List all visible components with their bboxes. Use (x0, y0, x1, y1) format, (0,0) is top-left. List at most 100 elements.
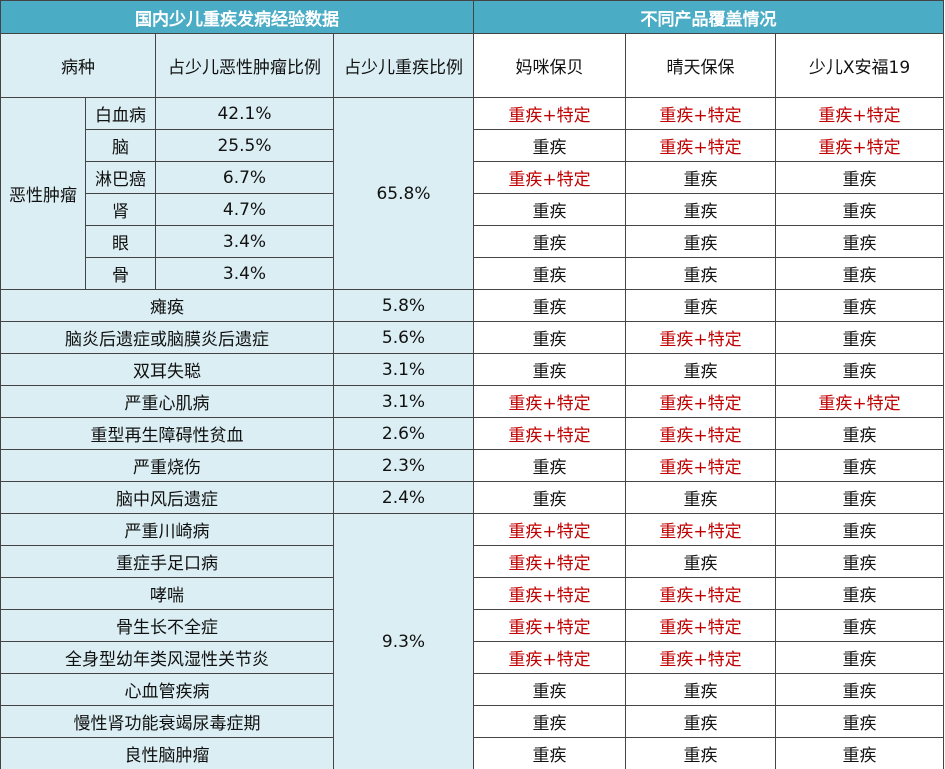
coverage-cell: 重疾 (625, 193, 776, 226)
coverage-cell: 重疾+特定 (625, 577, 776, 610)
tumor-share: 6.7% (155, 161, 334, 194)
coverage-cell: 重疾 (625, 161, 776, 194)
table-row: 眼 3.4% 重疾 重疾 重疾 (1, 225, 945, 258)
coverage-cell: 重疾 (774, 161, 945, 194)
disease: 心血管疾病 (0, 673, 334, 706)
share: 5.6% (333, 321, 474, 354)
coverage-cell: 重疾 (625, 225, 776, 258)
share: 3.1% (333, 353, 474, 386)
coverage-cell: 重疾+特定 (625, 609, 776, 642)
coverage-cell: 重疾 (473, 257, 626, 290)
coverage-cell: 重疾 (625, 737, 776, 769)
subtype: 眼 (85, 225, 156, 258)
table-row: 国内少儿重疾发病经验数据 不同产品覆盖情况 (0, 0, 945, 34)
subtype: 骨 (85, 257, 156, 290)
table-row: 全身型幼年类风湿性关节炎 重疾+特定 重疾+特定 重疾 (0, 641, 945, 674)
table-row: 脑炎后遗症或脑膜炎后遗症 5.6% 重疾 重疾+特定 重疾 (0, 321, 945, 354)
table-row: 心血管疾病 重疾 重疾 重疾 (0, 673, 945, 706)
table-row: 病种 占少儿恶性肿瘤比例 占少儿重疾比例 妈咪保贝 晴天保保 少儿X安福19 (0, 33, 945, 98)
coverage-cell: 重疾+特定 (625, 513, 776, 546)
coverage-cell: 重疾 (473, 129, 626, 162)
header-cell: 占少儿重疾比例 (333, 33, 474, 98)
coverage-cell: 重疾+特定 (473, 609, 626, 642)
coverage-cell: 重疾 (774, 321, 945, 354)
header-cell: 病种 (0, 33, 156, 98)
coverage-cell: 重疾 (473, 705, 626, 738)
table-row: 严重烧伤 2.3% 重疾 重疾+特定 重疾 (0, 449, 945, 482)
coverage-cell: 重疾 (473, 321, 626, 354)
coverage-cell: 重疾 (774, 289, 945, 322)
coverage-cell: 重疾 (774, 449, 945, 482)
table-row: 双耳失聪 3.1% 重疾 重疾 重疾 (0, 353, 945, 386)
header-cell: 晴天保保 (625, 33, 776, 98)
coverage-cell: 重疾+特定 (774, 129, 945, 162)
subtype: 白血病 (85, 97, 156, 130)
coverage-cell: 重疾 (774, 705, 945, 738)
disease: 脑中风后遗症 (0, 481, 334, 514)
share: 65.8% (333, 97, 474, 290)
coverage-cell: 重疾 (774, 513, 945, 546)
share: 9.3% (333, 513, 474, 769)
disease: 慢性肾功能衰竭尿毒症期 (0, 705, 334, 738)
disease: 良性脑肿瘤 (0, 737, 334, 769)
coverage-cell: 重疾 (774, 577, 945, 610)
table-row: 恶性肿瘤 白血病 42.1% 65.8% 重疾+特定 重疾+特定 重疾+特定 (0, 97, 945, 290)
tumor-share: 42.1% (155, 97, 334, 130)
coverage-cell: 重疾+特定 (473, 97, 626, 130)
coverage-cell: 重疾+特定 (473, 513, 626, 546)
table-row: 重症手足口病 重疾+特定 重疾 重疾 (0, 545, 945, 578)
disease: 哮喘 (0, 577, 334, 610)
coverage-cell: 重疾 (625, 481, 776, 514)
table-row: 脑中风后遗症 2.4% 重疾 重疾 重疾 (0, 481, 945, 514)
table-row: 瘫痪 5.8% 重疾 重疾 重疾 (0, 289, 945, 322)
share: 2.6% (333, 417, 474, 450)
coverage-cell: 重疾 (473, 737, 626, 769)
tumor-share: 3.4% (155, 225, 334, 258)
tumor-share: 25.5% (155, 129, 334, 162)
coverage-cell: 重疾+特定 (473, 577, 626, 610)
coverage-cell: 重疾 (774, 737, 945, 769)
table-row: 脑 25.5% 重疾 重疾+特定 重疾+特定 (1, 129, 945, 162)
table-row: 严重川崎病 9.3% 重疾+特定 重疾+特定 重疾 (0, 513, 945, 769)
coverage-cell: 重疾 (774, 641, 945, 674)
table-row: 重型再生障碍性贫血 2.6% 重疾+特定 重疾+特定 重疾 (0, 417, 945, 450)
coverage-cell: 重疾+特定 (473, 545, 626, 578)
coverage-cell: 重疾 (774, 257, 945, 290)
coverage-cell: 重疾 (774, 545, 945, 578)
coverage-cell: 重疾+特定 (625, 321, 776, 354)
header-cell: 少儿X安福19 (774, 33, 945, 98)
table-row: 骨 3.4% 重疾 重疾 重疾 (1, 257, 945, 290)
coverage-cell: 重疾+特定 (625, 129, 776, 162)
coverage-cell: 重疾+特定 (625, 385, 776, 418)
disease: 重型再生障碍性贫血 (0, 417, 334, 450)
share: 2.4% (333, 481, 474, 514)
table-row: 淋巴癌 6.7% 重疾+特定 重疾 重疾 (1, 161, 945, 194)
tumor-share: 4.7% (155, 193, 334, 226)
share: 3.1% (333, 385, 474, 418)
coverage-cell: 重疾 (625, 257, 776, 290)
coverage-cell: 重疾+特定 (473, 385, 626, 418)
share: 5.8% (333, 289, 474, 322)
table-row: 严重心肌病 3.1% 重疾+特定 重疾+特定 重疾+特定 (0, 385, 945, 418)
subtype: 脑 (85, 129, 156, 162)
coverage-cell: 重疾 (774, 193, 945, 226)
header-cell: 妈咪保贝 (473, 33, 626, 98)
coverage-cell: 重疾 (625, 289, 776, 322)
coverage-cell: 重疾 (774, 609, 945, 642)
coverage-cell: 重疾 (625, 353, 776, 386)
coverage-cell: 重疾 (473, 353, 626, 386)
coverage-cell: 重疾+特定 (473, 641, 626, 674)
disease: 严重川崎病 (0, 513, 334, 546)
disease: 骨生长不全症 (0, 609, 334, 642)
coverage-cell: 重疾 (473, 673, 626, 706)
coverage-cell: 重疾 (625, 673, 776, 706)
section-title: 不同产品覆盖情况 (472, 0, 945, 34)
coverage-cell: 重疾 (774, 225, 945, 258)
coverage-cell: 重疾+特定 (625, 641, 776, 674)
header-cell: 占少儿恶性肿瘤比例 (155, 33, 334, 98)
tumor-share: 3.4% (155, 257, 334, 290)
coverage-cell: 重疾 (774, 417, 945, 450)
coverage-cell: 重疾 (774, 481, 945, 514)
